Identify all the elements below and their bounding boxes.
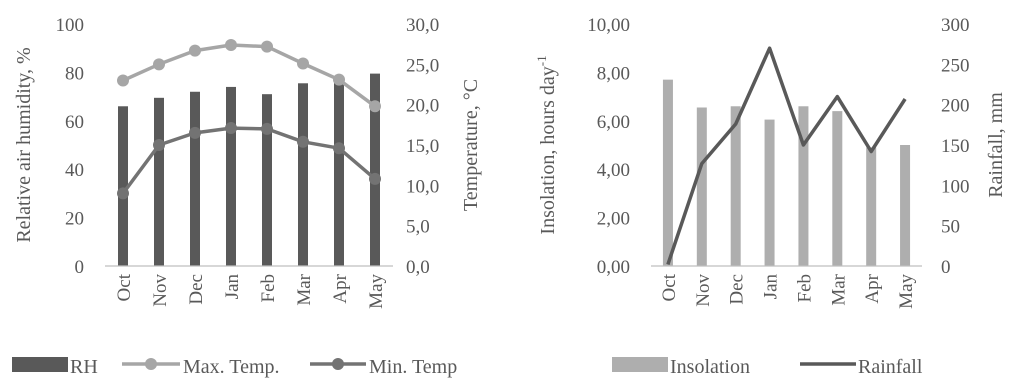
- y-tick-label: 40: [65, 160, 84, 181]
- point-min-temp-may: [369, 172, 381, 185]
- bar-insolation-feb: [798, 106, 809, 266]
- legend-swatch-insolation: [612, 357, 668, 372]
- series-line-rainfall: [666, 46, 907, 265]
- legend-chart-1: RH Max. Temp. Min. Temp: [12, 356, 457, 378]
- point-min-temp-nov: [153, 139, 165, 151]
- bar-rh-dec: [190, 91, 200, 266]
- bar-insolation-nov: [696, 107, 707, 267]
- y-tick-label: 10,00: [587, 15, 630, 36]
- y2-tick-label: 50: [941, 217, 960, 238]
- legend-marker-min-temp: [332, 358, 344, 370]
- y2-tick-label: 100: [941, 176, 970, 197]
- legend-marker-max-temp: [145, 358, 157, 370]
- point-max-temp-may: [369, 100, 381, 113]
- chart-2: 0,00 2,00 4,00 6,00 8,00 10,00 0 50 100 150 200 250…: [534, 15, 1007, 309]
- y2-tick-label: 15,0: [406, 136, 439, 157]
- y2-tick-label: 0,0: [406, 257, 430, 278]
- y-tick-label: 0,00: [597, 257, 630, 278]
- x-tick-label: Nov: [150, 274, 171, 307]
- point-min-temp-dec: [189, 126, 201, 139]
- y-axis-label: Relative air humidity, %: [13, 47, 35, 242]
- y-axis-label-text: Insolation, hours day: [537, 66, 559, 234]
- y-axis-label-text: Relative air humidity, %: [13, 47, 35, 242]
- x-tick-label: May: [896, 274, 917, 309]
- bar-insolation-apr: [866, 147, 877, 266]
- bar-insolation-may: [900, 145, 911, 266]
- chart-1: 0 20 40 60 80 100 0,0 5,0 10,0 15,0 20,0 25,0 30,0 Oc…: [13, 15, 482, 309]
- y-axis-label-superscript: -1: [534, 55, 549, 66]
- y-tick-label: 6,00: [597, 112, 630, 133]
- x-tick-label: Mar: [294, 273, 315, 305]
- x-tick-label: May: [366, 274, 387, 309]
- legend-label-rainfall: Rainfall: [858, 356, 923, 378]
- point-max-temp-dec: [189, 44, 201, 57]
- x-tick-label: Feb: [258, 274, 279, 303]
- legend-chart-2: Insolation Rainfall: [612, 356, 923, 378]
- x-tick-label: Dec: [186, 274, 207, 305]
- y2-tick-label: 150: [941, 136, 970, 157]
- point-max-temp-mar: [297, 57, 309, 70]
- y-tick-label: 0: [75, 257, 85, 278]
- bar-insolation-mar: [832, 111, 843, 267]
- y2-tick-label: 5,0: [406, 217, 430, 238]
- y2-tick-label: 20,0: [406, 96, 439, 117]
- bar-rh-feb: [262, 94, 272, 267]
- x-tick-label: Dec: [727, 274, 748, 305]
- y-tick-label: 20: [65, 209, 84, 230]
- y2-tick-label: 250: [941, 55, 970, 76]
- y-tick-label: 8,00: [597, 63, 630, 84]
- bar-rh-may: [370, 73, 380, 266]
- x-tick-label: Feb: [794, 274, 815, 303]
- series-line-min-temp: [121, 126, 377, 195]
- x-tick-label: Apr: [330, 273, 351, 303]
- legend-label-rh: RH: [70, 356, 98, 378]
- point-max-temp-oct: [117, 74, 129, 87]
- x-tick-label: Jan: [761, 274, 782, 300]
- x-tick-label: Apr: [862, 273, 883, 303]
- bar-rh-apr: [334, 77, 344, 267]
- point-min-temp-oct: [117, 187, 129, 200]
- point-max-temp-nov: [153, 58, 165, 71]
- x-tick-label: Oct: [659, 273, 680, 301]
- y2-tick-label: 300: [941, 15, 970, 36]
- bar-insolation-oct: [662, 79, 673, 266]
- y-tick-label: 80: [65, 63, 84, 84]
- bar-rh-oct: [118, 106, 128, 266]
- y-tick-label: 60: [65, 112, 84, 133]
- y-tick-label: 4,00: [597, 160, 630, 181]
- bar-rh-mar: [298, 83, 308, 266]
- bar-insolation-dec: [730, 106, 741, 266]
- y2-tick-label: 25,0: [406, 55, 439, 76]
- bar-insolation-jan: [764, 119, 775, 266]
- y-axis-label: Insolation, hours day-1: [534, 55, 559, 234]
- legend-label-insolation: Insolation: [670, 356, 750, 378]
- y2-axis-label: Rainfall, mm: [985, 92, 1007, 198]
- legend-swatch-rh: [12, 357, 68, 372]
- point-min-temp-feb: [261, 122, 273, 135]
- y2-tick-label: 10,0: [406, 176, 439, 197]
- legend-label-min-temp: Min. Temp: [369, 356, 457, 378]
- point-min-temp-jan: [225, 122, 237, 135]
- bar-rh-nov: [154, 97, 164, 266]
- point-max-temp-jan: [225, 38, 237, 51]
- series-line-max-temp: [122, 43, 377, 108]
- y2-axis-label: Temperature, °C: [460, 79, 482, 211]
- y-tick-label: 100: [56, 15, 85, 36]
- legend-label-max-temp: Max. Temp.: [183, 356, 280, 378]
- x-tick-label: Jan: [222, 274, 243, 300]
- x-tick-label: Oct: [114, 273, 135, 301]
- x-tick-label: Nov: [693, 274, 714, 307]
- point-min-temp-mar: [297, 135, 309, 148]
- y-tick-label: 2,00: [597, 209, 630, 230]
- y2-tick-label: 0: [941, 257, 951, 278]
- point-min-temp-apr: [333, 142, 345, 155]
- y2-tick-label: 30,0: [406, 15, 439, 36]
- point-max-temp-apr: [333, 73, 345, 86]
- y2-tick-label: 200: [941, 96, 970, 117]
- point-max-temp-feb: [261, 40, 273, 53]
- bar-rh-jan: [226, 86, 236, 266]
- x-tick-label: Mar: [828, 273, 849, 305]
